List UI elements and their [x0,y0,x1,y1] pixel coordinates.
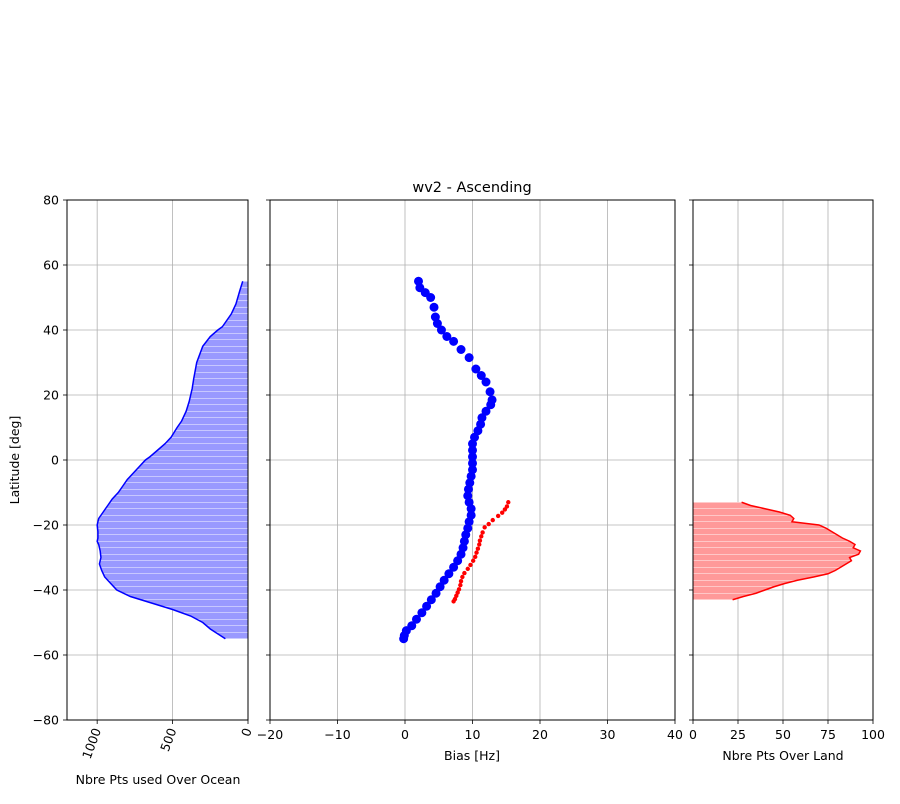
y-tick-label: −40 [33,583,59,598]
x-axis-label-bias: Bias [Hz] [444,748,500,763]
data-point [432,319,442,328]
x-tick-label: 20 [532,727,548,742]
data-point [435,582,445,592]
x-tick-label: 25 [730,727,746,742]
data-point [468,458,477,468]
data-point [462,570,467,576]
data-point [477,538,483,543]
data-point [439,575,449,585]
data-point [480,530,485,535]
data-point [411,614,421,624]
right-profile-line [732,501,862,601]
data-point [453,556,463,566]
data-point [506,500,511,505]
x-tick-label: 75 [820,727,836,742]
data-point [466,504,476,514]
data-point [456,345,466,354]
data-point [474,550,479,555]
data-point [468,439,477,449]
data-point [449,562,459,572]
data-point [431,588,441,598]
y-tick-label: −60 [33,648,59,663]
left-profile-line [96,281,244,640]
data-point [426,595,436,605]
data-point [468,562,473,568]
data-point [485,387,495,397]
left-filled-area [97,281,249,639]
data-point [481,377,491,387]
data-point [468,452,477,462]
x-tick-label: 40 [667,727,683,742]
series-blue [399,276,497,644]
data-point [479,534,484,539]
data-point [464,353,474,363]
right-grid [692,199,874,721]
x-tick-label: 500 [157,726,179,754]
data-point [486,521,491,527]
data-point [458,582,463,588]
data-point [481,406,491,416]
y-axis-label: Latitude [deg] [7,416,22,505]
x-tick-label: −10 [324,727,350,742]
x-tick-label: 100 [861,727,885,742]
data-point [444,569,454,579]
data-point [502,507,508,512]
data-point [465,566,470,572]
y-tick-label: 0 [51,453,59,468]
x-tick-label: 50 [775,727,791,742]
series-red [451,500,511,604]
y-tick-label: 20 [43,388,59,403]
x-tick-label: 0 [401,727,409,742]
x-axis-label-ocean: Nbre Pts used Over Ocean [76,772,241,787]
data-point [490,517,495,523]
y-tick-label: 60 [43,258,59,273]
x-tick-label: 1000 [79,726,104,761]
data-point [426,293,436,302]
right-filled-area [693,502,861,600]
x-tick-label: −20 [257,727,283,742]
data-point [417,608,427,618]
chart-title: wv2 - Ascending [412,180,531,196]
data-point [471,364,481,374]
data-point [486,400,496,410]
data-point [429,302,439,312]
data-point [495,513,501,519]
data-point [473,554,478,560]
data-point [399,634,409,644]
y-tick-label: −20 [33,518,59,533]
data-point [442,332,452,341]
data-point [422,601,432,611]
x-tick-label: 0 [689,727,697,742]
x-tick-label: 30 [600,727,616,742]
x-tick-label: 10 [465,727,481,742]
data-point [449,336,459,346]
x-tick-label: 0 [238,726,255,739]
x-axis-label-land: Nbre Pts Over Land [722,748,843,763]
data-point [463,484,473,494]
data-point [436,325,446,335]
data-point [477,542,482,547]
y-tick-label: −80 [33,713,59,728]
data-point [451,599,456,604]
data-point [475,546,481,551]
data-point [470,558,476,563]
data-point [460,574,465,580]
data-point [468,445,477,455]
right-area-hatching [693,501,859,601]
data-point [482,525,487,530]
y-tick-label: 80 [43,193,59,208]
left-area-hatching [97,280,248,640]
y-tick-label: 40 [43,323,59,338]
data-point [476,371,486,380]
data-point [500,510,505,515]
data-point [458,579,464,584]
